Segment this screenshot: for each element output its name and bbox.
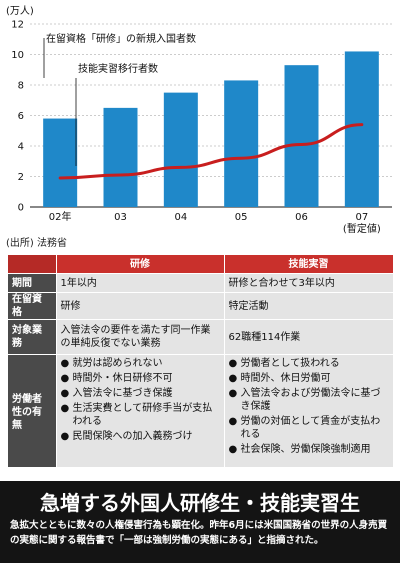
cell-internship-work: 62職種114作業	[224, 319, 394, 355]
bar	[284, 65, 319, 207]
y-tick-label: 8	[18, 81, 24, 92]
table-row: 在留資格 研修 特定活動	[8, 292, 394, 320]
table-row: 労働者性の有無 就労は認められない 時間外・休日研修不可 入管法令に基づき保護 …	[8, 354, 394, 468]
row-label-worker-status: 労働者性の有無	[8, 354, 57, 468]
row-label-period: 期間	[8, 273, 57, 293]
bar	[224, 80, 259, 207]
bar	[43, 118, 78, 207]
line-series	[58, 123, 364, 180]
table-header-internship: 技能実習	[224, 255, 394, 274]
list-item: 民間保険への加入義務づけ	[61, 430, 220, 443]
table-row: 対象業務 入管法令の要件を満たす同一作業の単純反復でない業務 62職種114作業	[8, 319, 394, 355]
x-tick-label: 07	[355, 212, 368, 223]
cell-training-status: 研修	[56, 292, 225, 320]
cell-training-work: 入管法令の要件を満たす同一作業の単純反復でない業務	[56, 319, 225, 355]
list-item: 入管法令に基づき保護	[61, 387, 220, 400]
cell-training-worker: 就労は認められない 時間外・休日研修不可 入管法令に基づき保護 生活実費として研…	[56, 354, 225, 468]
y-unit-label: (万人)	[6, 5, 34, 17]
list-item: 労働の対価として賃金が支払われる	[229, 415, 389, 441]
list-item: 時間外、休日労働可	[229, 372, 389, 385]
legend-line-label: 技能実習移行者数	[78, 62, 158, 75]
table-row: 期間 1年以内 研修と合わせて3年以内	[8, 273, 394, 293]
cell-internship-worker: 労働者として扱われる 時間外、休日労働可 入管法令および労働法令に基づき保護 労…	[224, 354, 394, 468]
list-item: 社会保険、労働保険強制適用	[229, 443, 389, 456]
x-tick-label: 05	[235, 212, 248, 223]
headline: 急増する外国人研修生・技能実習生	[40, 491, 360, 515]
caption-box: 急増する外国人研修生・技能実習生 急拡大とともに数々の人権侵害行為も顕在化。昨年…	[0, 481, 400, 563]
table-header-training: 研修	[56, 255, 225, 274]
y-tick-label: 6	[18, 111, 24, 122]
list-item: 労働者として扱われる	[229, 357, 389, 370]
cell-training-period: 1年以内	[56, 273, 225, 293]
x-tick-label: 04	[174, 212, 187, 223]
x-tick-note: (暫定値)	[343, 222, 381, 235]
list-item: 生活実費として研修手当が支払われる	[61, 402, 220, 428]
bar	[103, 107, 138, 207]
list-item: 就労は認められない	[61, 357, 220, 370]
x-tick-labels: 02年 03 04 05 06 07(暫定値)	[49, 210, 381, 235]
y-tick-labels: 0 2 4 6 8 10 12	[11, 20, 24, 214]
row-label-status: 在留資格	[8, 292, 57, 320]
list-item: 時間外・休日研修不可	[61, 372, 220, 385]
legend-bar-label: 在留資格「研修」の新規入国者数	[46, 32, 196, 45]
x-tick-label: 03	[114, 212, 127, 223]
y-tick-label: 0	[18, 203, 24, 214]
x-tick-label: 02年	[49, 210, 72, 223]
list-item: 入管法令および労働法令に基づき保護	[229, 387, 389, 413]
table-corner	[8, 255, 57, 274]
bar-series	[43, 51, 379, 208]
y-tick-label: 10	[11, 50, 24, 61]
cell-internship-period: 研修と合わせて3年以内	[224, 273, 394, 293]
y-tick-label: 2	[18, 172, 24, 183]
source-note: (出所) 法務省	[6, 238, 67, 249]
comparison-table: 研修 技能実習 期間 1年以内 研修と合わせて3年以内 在留資格 研修 特定活動…	[8, 255, 394, 468]
bar	[344, 51, 379, 208]
x-tick-label: 06	[295, 212, 308, 223]
caption-text: 急拡大とともに数々の人権侵害行為も顕在化。昨年6月には米国国務省の世界の人身売買…	[10, 520, 388, 546]
cell-internship-status: 特定活動	[224, 292, 394, 320]
bar	[163, 92, 198, 207]
y-tick-label: 4	[18, 142, 24, 153]
y-tick-label: 12	[11, 20, 24, 31]
row-label-work: 対象業務	[8, 319, 57, 355]
chart: (万人) 0 2 4 6 8 10 12 02年 03 04 05 06 07(暫定値) 在留資格「研…	[6, 5, 392, 235]
chart-grid	[30, 23, 392, 208]
